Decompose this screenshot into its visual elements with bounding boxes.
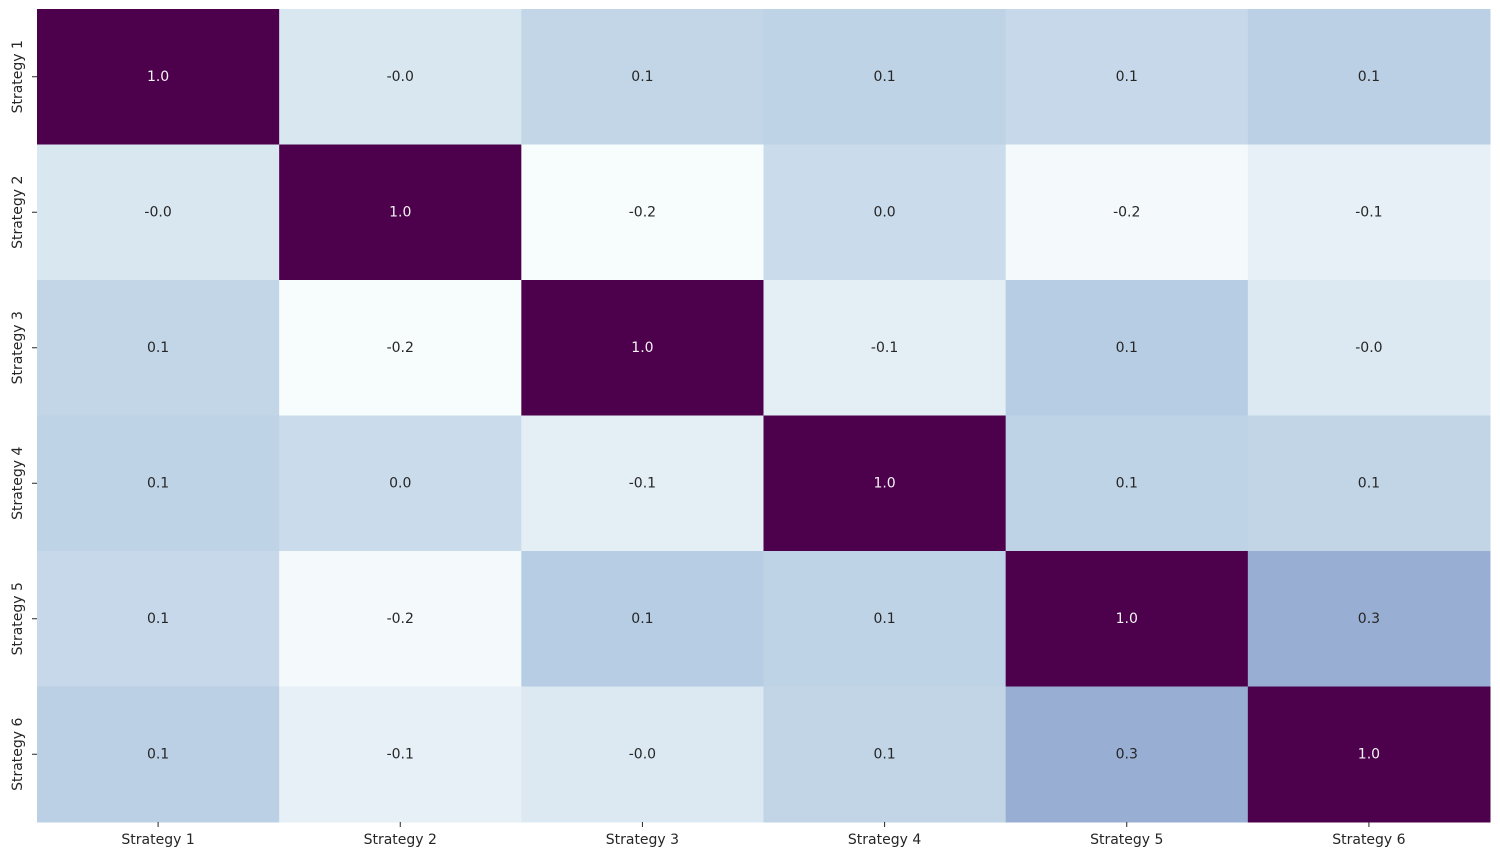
heatmap-cell-r6-c3 (521, 686, 764, 823)
heatmap-cell-r1-c4 (763, 9, 1007, 145)
heatmap-cell-r2-c6 (1247, 144, 1491, 281)
heatmap-cell-r4-c3 (521, 415, 764, 552)
heatmap-cell-r1-c6 (1247, 9, 1491, 145)
cell-annotation-r5-c6: 0.3 (1358, 611, 1380, 627)
cell-annotation-r4-c6: 0.1 (1358, 475, 1380, 491)
x-tick-label: Strategy 3 (606, 832, 679, 848)
cell-annotation-r6-c5: 0.3 (1116, 746, 1138, 762)
cell-annotation-r4-c4: 1.0 (873, 475, 895, 491)
heatmap-cell-r5-c1 (37, 551, 280, 687)
cell-annotation-r1-c2: -0.0 (387, 69, 414, 85)
cell-annotation-r2-c6: -0.1 (1355, 204, 1382, 220)
heatmap-cell-r1-c2 (279, 9, 522, 145)
x-tick-label: Strategy 1 (121, 832, 194, 848)
heatmap-cell-r3-c2 (279, 280, 522, 416)
heatmap-cell-r2-c2 (279, 144, 522, 281)
cell-annotation-r3-c4: -0.1 (871, 340, 898, 356)
heatmap-cell-r1-c3 (521, 9, 764, 145)
cell-annotation-r2-c5: -0.2 (1113, 204, 1140, 220)
cell-annotation-r5-c2: -0.2 (387, 611, 414, 627)
cell-annotation-r6-c3: -0.0 (629, 746, 656, 762)
heatmap-cell-r3-c6 (1247, 280, 1491, 416)
heatmap-cell-r3-c1 (37, 280, 280, 416)
cell-annotation-r2-c1: -0.0 (144, 204, 171, 220)
cell-annotation-r2-c3: -0.2 (629, 204, 656, 220)
y-tick-label: Strategy 3 (10, 311, 26, 384)
heatmap-cell-r3-c5 (1005, 280, 1249, 416)
cell-annotation-r1-c1: 1.0 (147, 69, 169, 85)
y-tick-label: Strategy 2 (10, 176, 26, 249)
heatmap-cell-r5-c3 (521, 551, 764, 687)
heatmap-cell-r4-c2 (279, 415, 522, 552)
heatmap-cell-r6-c2 (279, 686, 522, 823)
cell-annotation-r4-c5: 0.1 (1116, 475, 1138, 491)
heatmap-cell-r1-c5 (1005, 9, 1249, 145)
cell-annotation-r5-c5: 1.0 (1116, 611, 1138, 627)
heatmap-cell-r5-c5 (1005, 551, 1249, 687)
heatmap-cell-r6-c6 (1247, 686, 1491, 823)
heatmap-cell-r6-c4 (763, 686, 1007, 823)
cell-annotation-r1-c3: 0.1 (631, 69, 653, 85)
cell-annotation-r5-c1: 0.1 (147, 611, 169, 627)
cell-annotation-r5-c4: 0.1 (873, 611, 895, 627)
heatmap-cell-r4-c6 (1247, 415, 1491, 552)
heatmap-cell-r4-c5 (1005, 415, 1249, 552)
heatmap-annotations: 1.0 -0.0 0.1 0.1 0.1 0.1 -0.0 1.0 -0.2 0.0 -0.2 -0.… (144, 69, 1382, 763)
heatmap-cell-r2-c5 (1005, 144, 1249, 281)
cell-annotation-r2-c4: 0.0 (873, 204, 895, 220)
cell-annotation-r6-c4: 0.1 (873, 746, 895, 762)
y-tick-label: Strategy 5 (10, 582, 26, 655)
x-tick-label: Strategy 4 (848, 832, 921, 848)
heatmap-cell-r3-c3 (521, 280, 764, 416)
cell-annotation-r3-c1: 0.1 (147, 340, 169, 356)
y-tick-label: Strategy 4 (10, 446, 26, 519)
cell-annotation-r3-c5: 0.1 (1116, 340, 1138, 356)
heatmap-cell-r2-c1 (37, 144, 280, 281)
heatmap-cell-r5-c2 (279, 551, 522, 687)
x-tick-label: Strategy 6 (1332, 832, 1405, 848)
cell-annotation-r5-c3: 0.1 (631, 611, 653, 627)
cell-annotation-r4-c2: 0.0 (389, 475, 411, 491)
x-axis: Strategy 1 Strategy 2 Strategy 3 Strategy 4… (121, 822, 1406, 848)
heatmap-cell-r3-c4 (763, 280, 1007, 416)
y-tick-label: Strategy 6 (10, 717, 26, 790)
cell-annotation-r1-c6: 0.1 (1358, 69, 1380, 85)
x-tick-label: Strategy 2 (364, 832, 437, 848)
cell-annotation-r3-c3: 1.0 (631, 340, 653, 356)
heatmap-cell-r5-c6 (1247, 551, 1491, 687)
x-tick-label: Strategy 5 (1090, 832, 1163, 848)
y-axis: Strategy 1 Strategy 2 Strategy 3 Strategy 4… (10, 40, 37, 791)
heatmap-cell-r4-c1 (37, 415, 280, 552)
heatmap-cell-r6-c5 (1005, 686, 1249, 823)
cell-annotation-r6-c6: 1.0 (1358, 746, 1380, 762)
y-tick-label: Strategy 1 (10, 40, 26, 113)
cell-annotation-r4-c3: -0.1 (629, 475, 656, 491)
cell-annotation-r2-c2: 1.0 (389, 204, 411, 220)
cell-annotation-r6-c1: 0.1 (147, 746, 169, 762)
cell-annotation-r3-c2: -0.2 (387, 340, 414, 356)
heatmap-cells (37, 9, 1491, 823)
cell-annotation-r4-c1: 0.1 (147, 475, 169, 491)
cell-annotation-r1-c4: 0.1 (873, 69, 895, 85)
heatmap-cell-r2-c3 (521, 144, 764, 281)
heatmap-cell-r1-c1 (37, 9, 280, 145)
cell-annotation-r3-c6: -0.0 (1355, 340, 1382, 356)
heatmap-cell-r4-c4 (763, 415, 1007, 552)
cell-annotation-r6-c2: -0.1 (387, 746, 414, 762)
heatmap-cell-r2-c4 (763, 144, 1007, 281)
heatmap-cell-r5-c4 (763, 551, 1007, 687)
heatmap-cell-r6-c1 (37, 686, 280, 823)
cell-annotation-r1-c5: 0.1 (1116, 69, 1138, 85)
